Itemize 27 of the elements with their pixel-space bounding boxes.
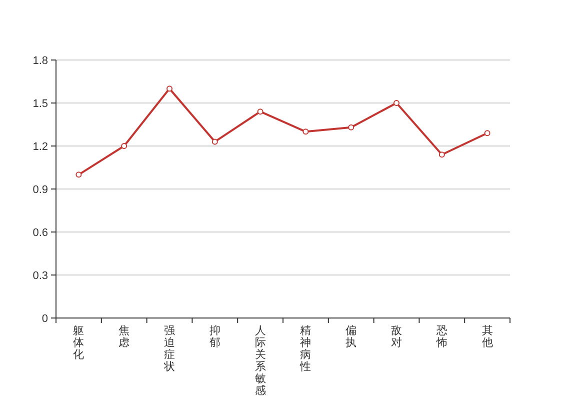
y-tick-label: 1.8 <box>32 55 48 67</box>
x-tick-label: 精神病性 <box>299 325 312 373</box>
x-tick-label: 恐怖 <box>435 325 448 349</box>
y-tick-label: 1.5 <box>32 98 48 110</box>
x-tick-label: 焦虑 <box>118 325 130 349</box>
y-tick-label: 0.6 <box>32 227 48 239</box>
y-tick-label: 1.2 <box>32 141 48 153</box>
point <box>438 152 445 158</box>
x-tick-label: 人际关系敏感 <box>254 325 266 397</box>
y-tick-label: 0.3 <box>32 270 48 282</box>
point <box>212 138 218 145</box>
point <box>257 108 264 115</box>
x-tick-label: 敌对 <box>391 325 402 349</box>
x-tick-label: 其他 <box>482 324 493 349</box>
point <box>76 172 82 178</box>
point <box>484 130 490 136</box>
x-tick-label: 偏执 <box>346 325 357 349</box>
point <box>166 86 172 92</box>
x-tick-label: 强迫症状 <box>163 325 175 373</box>
x-tick-label: 躯体化 <box>73 325 84 361</box>
point <box>348 124 354 130</box>
y-tick-label: 0.9 <box>32 184 48 196</box>
x-tick-label: 抑郁 <box>209 325 220 349</box>
point <box>121 143 128 149</box>
y-tick-label: 0 <box>42 313 48 325</box>
point <box>394 100 400 106</box>
point <box>302 128 309 135</box>
